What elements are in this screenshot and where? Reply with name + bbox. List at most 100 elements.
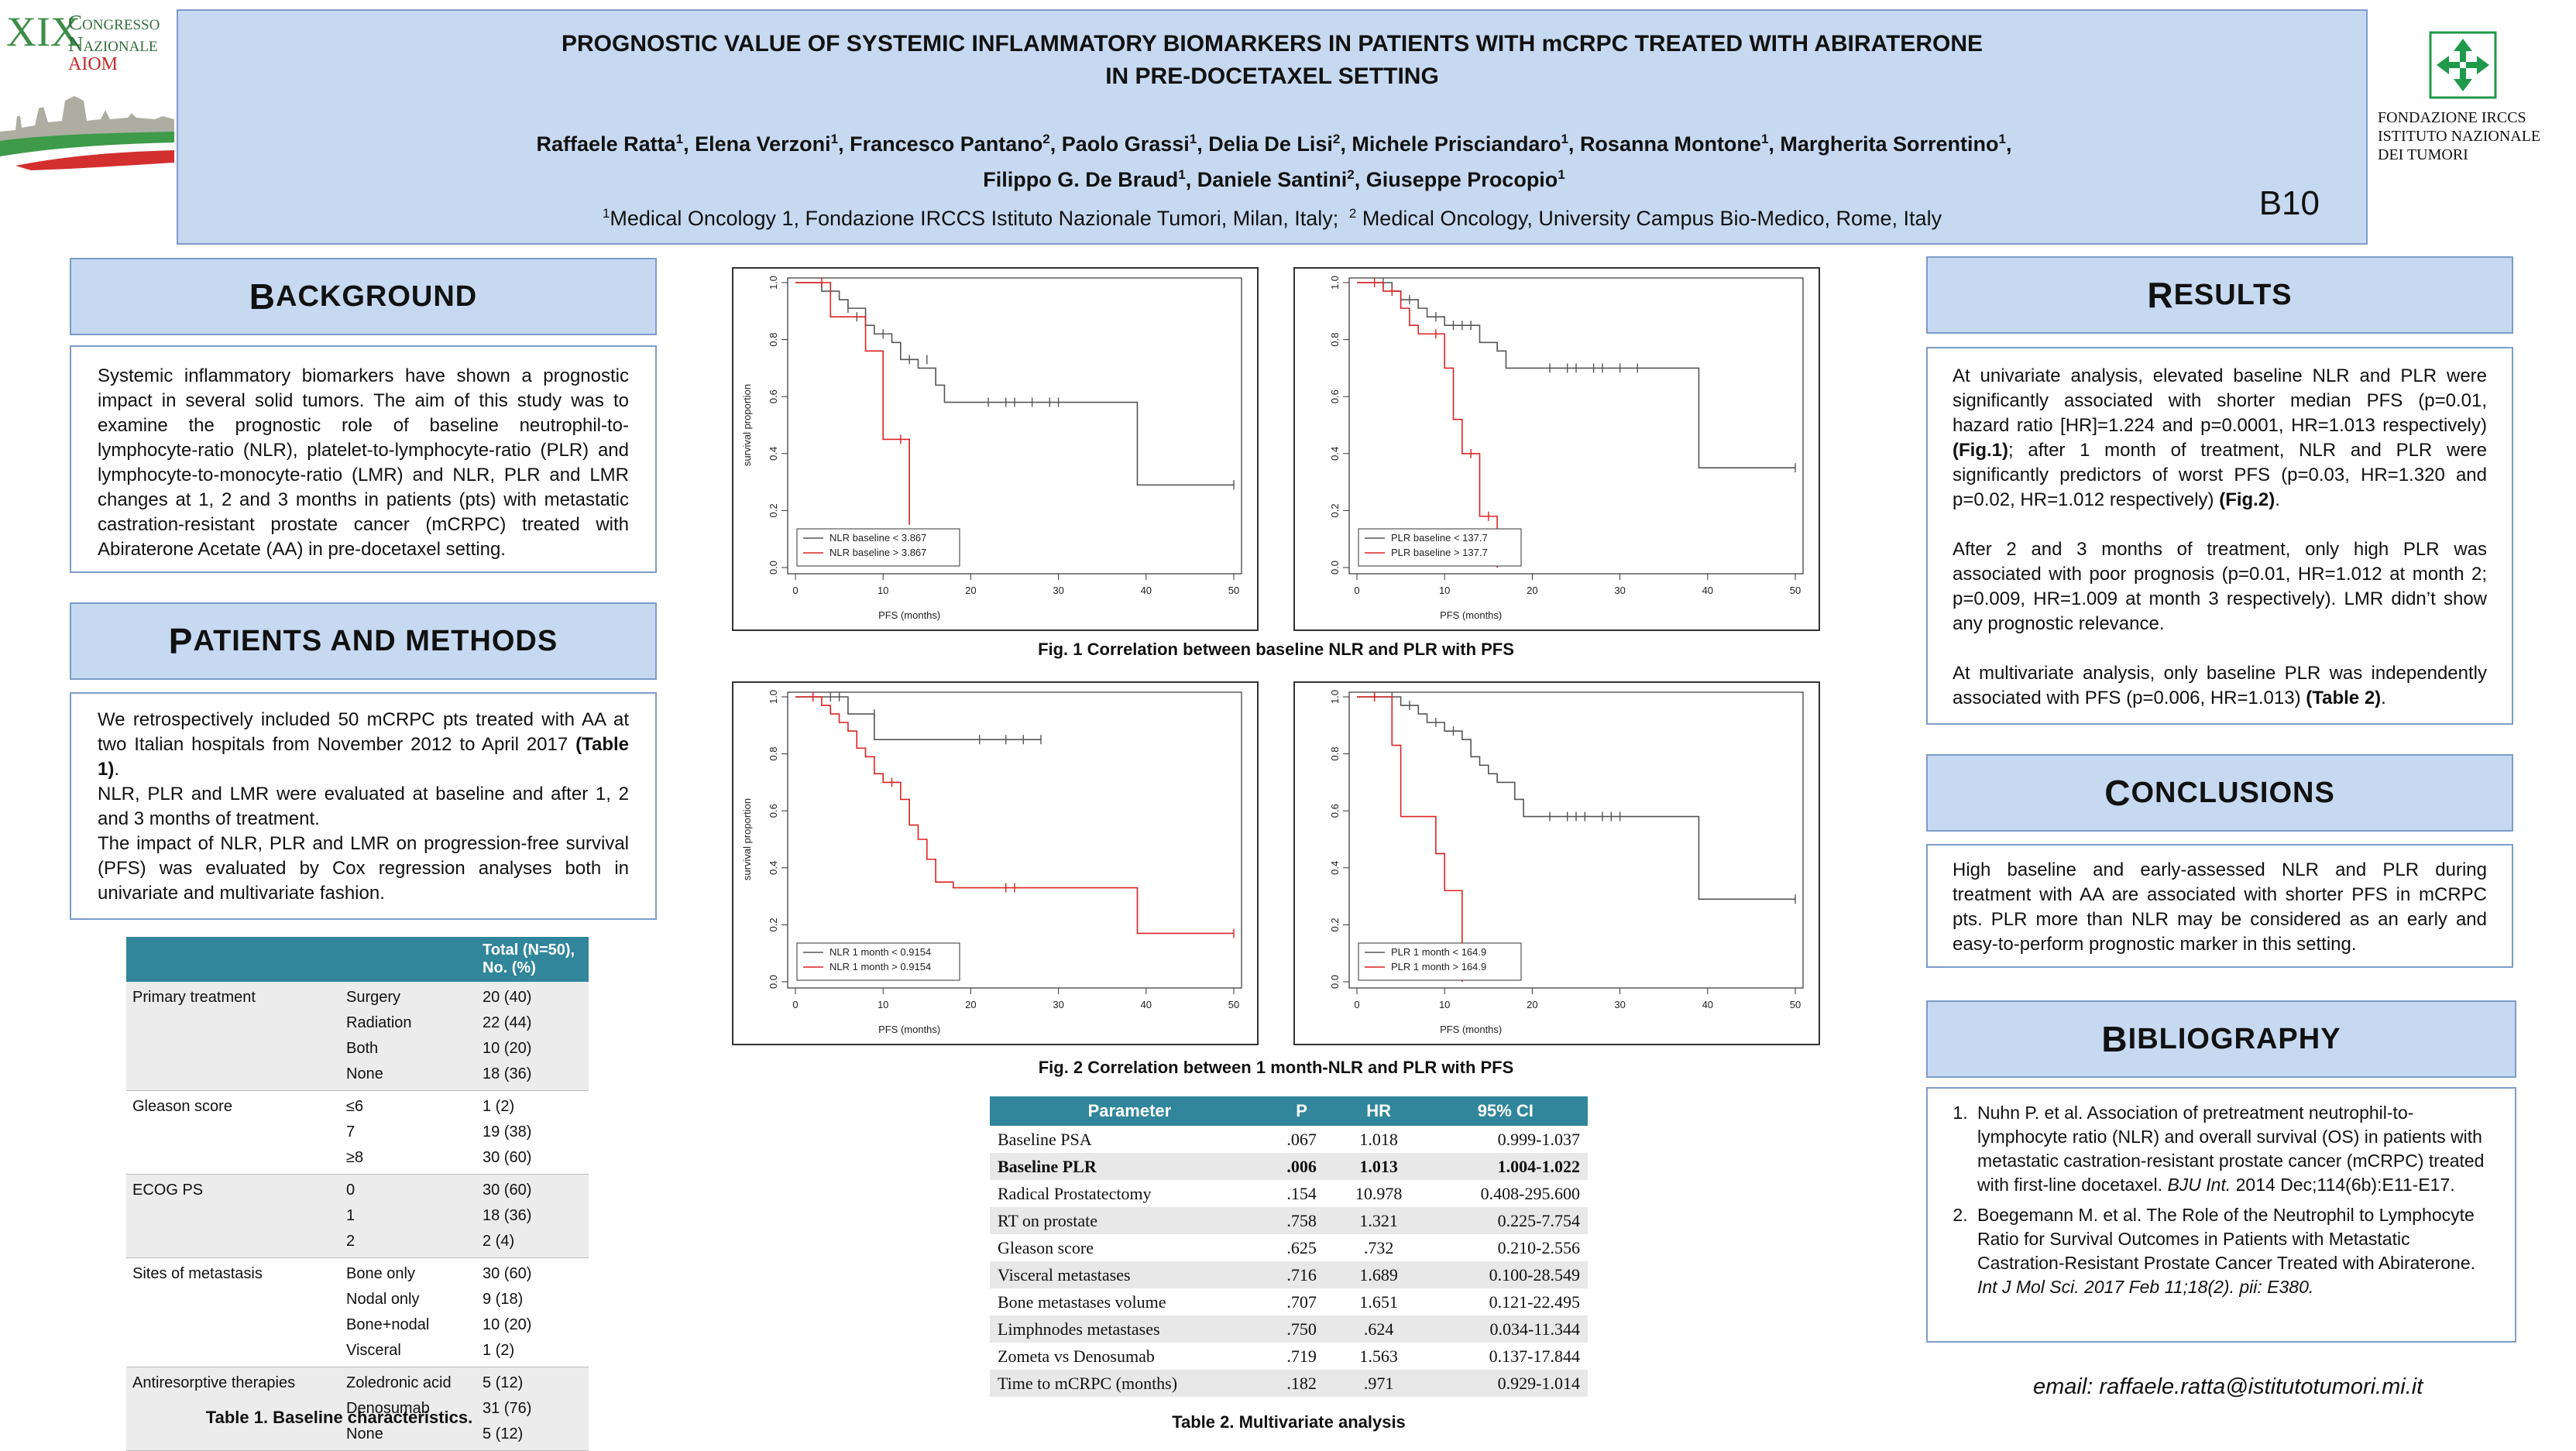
x-tick-label: 30 <box>1614 999 1625 1010</box>
multivariate-table: Parameter P HR 95% CI Baseline PSA .067 1.018… <box>990 1096 1588 1397</box>
y-tick-label: 1.0 <box>768 690 779 704</box>
affiliations: 1Medical Oncology 1, Fondazione IRCCS Is… <box>178 206 2366 231</box>
table2-row: Radical Prostatectomy .154 10.978 0.408-295… <box>990 1180 1588 1207</box>
results-heading-rest: ESULTS <box>2173 278 2293 311</box>
table2-caption: Table 2. Multivariate analysis <box>1172 1412 1406 1432</box>
author-name: Rosanna Montone <box>1579 132 1761 156</box>
table2-cell: 1.018 <box>1334 1126 1424 1153</box>
methods-p1-text: We retrospectively included 50 mCRPC pts… <box>98 709 629 755</box>
congress-number: XIX <box>6 9 81 55</box>
table1-cell: 10 (20) <box>476 1312 589 1338</box>
y-tick-label: 0.6 <box>768 389 779 403</box>
table2-cell: .625 <box>1269 1234 1334 1261</box>
author-affiliation: 1 <box>1189 132 1197 146</box>
table1-group-label <box>126 1203 340 1229</box>
bibliography-heading-cap: B <box>2101 1019 2128 1059</box>
author-list: Raffaele Ratta1, Elena Verzoni1, Frances… <box>536 132 2012 191</box>
table2-cell: 1.321 <box>1334 1207 1424 1234</box>
bibliography-journal: Int J Mol Sci. 2017 Feb 11;18(2). pii: E… <box>1977 1277 2314 1297</box>
table1-container: Total (N=50), No. (%) Primary treatment S… <box>126 937 589 1451</box>
y-tick-label: 0.4 <box>1329 447 1341 461</box>
survival-curve-high <box>1357 696 1463 982</box>
km-plot-svg: 0.0 0.2 0.4 0.6 0.8 1.0 0 10 20 30 40 50 PFS (months… <box>741 690 1242 1035</box>
table1-row: None 5 (12) <box>126 1422 589 1451</box>
institute-line1: FONDAZIONE IRCCS <box>2378 109 2526 126</box>
contact-email[interactable]: email: raffaele.ratta@istitutotumori.mi.… <box>2033 1374 2423 1399</box>
background-heading: B ACKGROUND <box>70 258 657 335</box>
x-tick-label: 40 <box>1141 999 1152 1010</box>
x-axis-label: PFS (months) <box>1440 609 1502 621</box>
table2-header-cell: 95% CI <box>1423 1096 1588 1126</box>
table2-cell: Baseline PLR <box>990 1153 1269 1180</box>
x-tick-label: 30 <box>1053 999 1063 1010</box>
y-tick-label: 0.8 <box>768 333 779 347</box>
legend-label: NLR baseline < 3.867 <box>829 532 926 544</box>
y-axis-label: survival proportion <box>741 798 753 880</box>
table1-group-label <box>126 1145 340 1175</box>
methods-p1-end: . <box>114 759 120 780</box>
poster-code: B10 <box>2258 184 2320 222</box>
km-plot-1month-plr: 0.0 0.2 0.4 0.6 0.8 1.0 0 10 20 30 40 50 PFS (months… <box>1293 681 1820 1045</box>
table1-cell: None <box>340 1422 476 1451</box>
table2-cell: Gleason score <box>990 1234 1269 1261</box>
table1-cell: 2 <box>340 1229 476 1258</box>
table1-row: Antiresorptive therapies Zoledronic acid 5… <box>126 1367 589 1396</box>
author-affiliation: 1 <box>1760 132 1769 146</box>
author-affiliation: 1 <box>1178 167 1186 182</box>
table2-cell: .006 <box>1269 1153 1334 1180</box>
table1-group-label <box>126 1312 340 1338</box>
table1-group-label: Primary treatment <box>126 982 340 1010</box>
author-affiliation: 1 <box>1998 132 2006 146</box>
table1-cell: ≤6 <box>340 1090 476 1120</box>
table2-cell: 0.408-295.600 <box>1423 1180 1588 1207</box>
table1-row: Sites of metastasis Bone only 30 (60) <box>126 1257 589 1287</box>
rome-skyline-icon <box>0 96 174 170</box>
legend-label: NLR 1 month < 0.9154 <box>829 946 931 958</box>
table1-row: Primary treatment Surgery 20 (40) <box>126 982 589 1010</box>
congress-word: Congresso <box>68 11 160 34</box>
table2-cell: 1.563 <box>1334 1343 1424 1370</box>
x-tick-label: 0 <box>1354 999 1359 1010</box>
survival-curve-low <box>795 696 1041 740</box>
table1-row: 1 18 (36) <box>126 1203 589 1229</box>
table2-row: Baseline PSA .067 1.018 0.999-1.037 <box>990 1126 1588 1153</box>
chart-legend: PLR baseline < 137.7 PLR baseline > 137.7 <box>1358 528 1522 567</box>
table2-cell: .707 <box>1269 1288 1334 1316</box>
table2-container: Parameter P HR 95% CI Baseline PSA .067 1.018… <box>990 1096 1588 1397</box>
table2-header-cell: Parameter <box>990 1096 1269 1126</box>
table2-cell: Limphnodes metastases <box>990 1316 1269 1343</box>
author-affiliation: 1 <box>675 132 684 146</box>
table1-row: 7 19 (38) <box>126 1120 589 1145</box>
congress-national: Nazionale <box>68 33 158 56</box>
y-tick-label: 0.8 <box>1329 747 1341 761</box>
background-text: Systemic inflammatory biomarkers have sh… <box>98 365 629 560</box>
y-tick-label: 0.0 <box>1329 975 1341 989</box>
poster-header: PROGNOSTIC VALUE OF SYSTEMIC INFLAMMATOR… <box>177 9 2368 245</box>
author-name: Delia De Lisi <box>1208 132 1333 156</box>
author-name: Giuseppe Procopio <box>1365 168 1558 191</box>
survival-curve-low <box>795 282 1234 486</box>
table1-caption: Table 1. Baseline characteristics. <box>205 1408 473 1427</box>
table1-group-label <box>126 1396 340 1422</box>
table2-cell: 0.137-17.844 <box>1423 1343 1588 1370</box>
chart-legend: NLR 1 month < 0.9154 NLR 1 month > 0.9154 <box>796 942 960 981</box>
x-tick-label: 30 <box>1614 585 1625 596</box>
km-plot-baseline-nlr: 0.0 0.2 0.4 0.6 0.8 1.0 0 10 20 30 40 50 PFS (months… <box>732 267 1259 631</box>
table2-cell: 1.689 <box>1334 1261 1424 1288</box>
table1-group-label <box>126 1062 340 1091</box>
table2-row: Visceral metastases .716 1.689 0.100-28.549 <box>990 1261 1588 1288</box>
table1-row: Gleason score ≤6 1 (2) <box>126 1090 589 1120</box>
table1-cell: 7 <box>340 1120 476 1145</box>
bibliography-journal: BJU Int. <box>2167 1175 2231 1195</box>
conclusions-heading: C ONCLUSIONS <box>1926 754 2513 832</box>
author-affiliation: 1 <box>1558 167 1565 182</box>
y-tick-label: 0.4 <box>1329 861 1341 875</box>
y-axis-label: survival proportion <box>741 384 753 466</box>
results-p1-ref2: (Fig.2) <box>2219 489 2275 510</box>
author-name: Elena Verzoni <box>695 132 831 156</box>
bibliography-box: Nuhn P. et al. Association of pretreatme… <box>1926 1087 2516 1343</box>
table2-cell: Baseline PSA <box>990 1126 1269 1153</box>
table1-cell: 20 (40) <box>476 982 589 1010</box>
table2-cell: 0.999-1.037 <box>1423 1126 1588 1153</box>
x-tick-label: 40 <box>1702 585 1713 596</box>
